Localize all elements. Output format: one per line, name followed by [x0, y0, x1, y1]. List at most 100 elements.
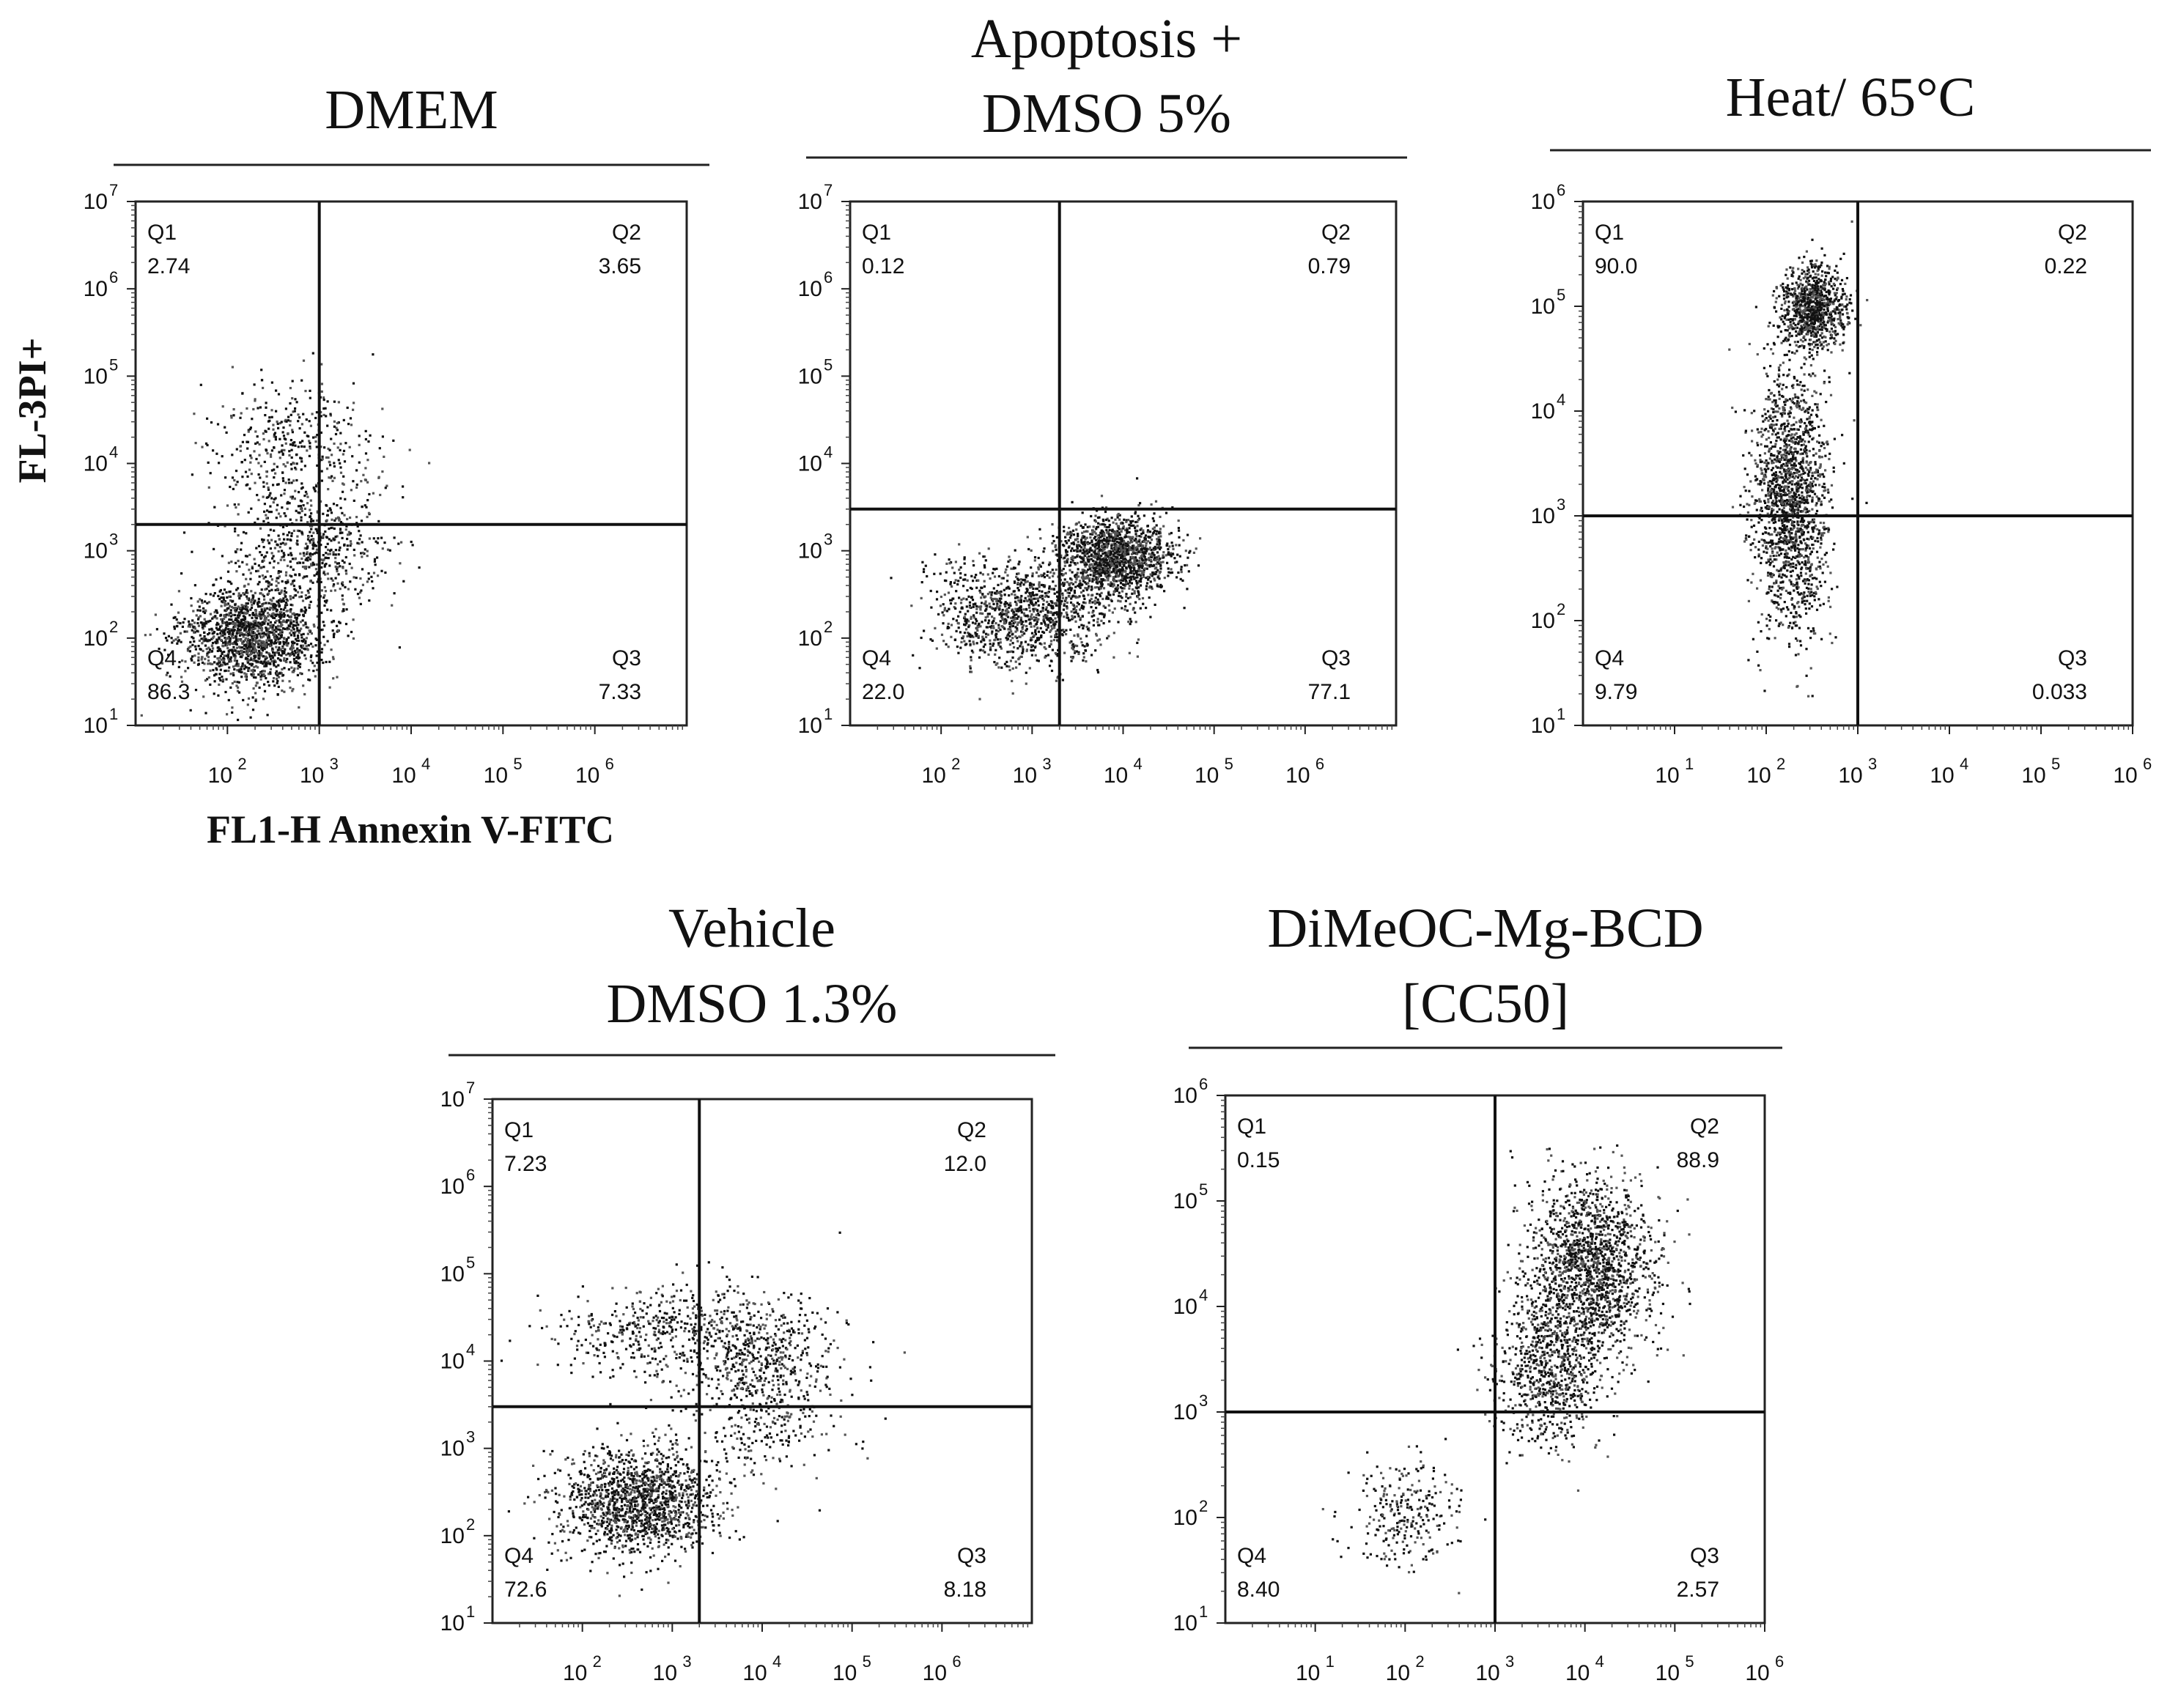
data-point: [330, 589, 333, 592]
data-point: [1133, 558, 1136, 561]
data-point: [363, 552, 366, 555]
data-point: [259, 551, 262, 554]
data-point: [297, 665, 300, 668]
data-point: [300, 516, 303, 519]
data-point: [341, 594, 344, 597]
data-point: [1109, 566, 1112, 569]
data-point: [1011, 642, 1014, 645]
data-point: [1086, 643, 1089, 646]
data-point: [1124, 544, 1127, 547]
data-point: [339, 466, 342, 469]
data-point: [977, 635, 980, 637]
data-point: [315, 668, 319, 671]
data-point: [1149, 573, 1152, 576]
data-point: [286, 626, 289, 629]
data-point: [1007, 603, 1010, 606]
data-point: [267, 627, 270, 630]
data-point: [246, 651, 249, 654]
data-point: [315, 638, 318, 641]
data-point: [278, 612, 282, 615]
data-point: [259, 632, 262, 635]
data-point: [1090, 606, 1093, 609]
data-point: [1053, 624, 1056, 627]
data-point: [1126, 609, 1129, 612]
data-point: [1008, 625, 1011, 628]
data-point: [293, 667, 296, 670]
data-point: [954, 607, 957, 610]
data-point: [1041, 597, 1044, 600]
data-point: [241, 618, 244, 621]
data-point: [246, 475, 249, 478]
data-point: [233, 503, 236, 506]
data-point: [236, 640, 239, 643]
data-point: [308, 454, 311, 457]
data-point: [224, 670, 226, 673]
data-point: [239, 613, 242, 615]
data-point: [418, 566, 421, 569]
data-point: [277, 512, 281, 515]
data-point: [235, 561, 237, 564]
data-point: [320, 479, 323, 482]
data-point: [1099, 523, 1101, 526]
data-point: [265, 430, 267, 433]
data-point: [257, 643, 260, 646]
data-point: [1083, 561, 1086, 564]
data-point: [1103, 537, 1106, 540]
data-point: [1137, 550, 1140, 553]
data-point: [272, 680, 275, 683]
data-point: [297, 649, 300, 652]
data-point: [226, 713, 229, 716]
data-point: [1143, 536, 1146, 539]
data-point: [1081, 644, 1084, 647]
data-point: [289, 387, 292, 390]
data-point: [307, 644, 310, 647]
data-point: [1034, 629, 1037, 632]
data-point: [280, 591, 283, 594]
data-point: [297, 657, 300, 660]
data-point: [267, 660, 270, 663]
data-point: [235, 609, 238, 612]
data-point: [305, 542, 308, 545]
data-point: [311, 662, 314, 665]
data-point: [269, 453, 273, 456]
data-point: [305, 626, 308, 629]
data-point: [251, 709, 255, 711]
data-point: [1046, 600, 1049, 604]
data-point: [1112, 560, 1115, 563]
data-point: [1077, 584, 1080, 588]
data-point: [310, 517, 313, 520]
data-point: [298, 585, 301, 588]
data-point: [264, 615, 267, 618]
data-point: [314, 440, 317, 443]
data-point: [337, 562, 340, 565]
data-point: [257, 646, 260, 648]
data-point: [327, 548, 330, 551]
data-point: [1098, 588, 1101, 591]
data-point: [1156, 551, 1159, 554]
data-point: [964, 613, 967, 615]
data-point: [276, 483, 279, 486]
data-point: [1132, 550, 1135, 552]
data-point: [1021, 634, 1024, 637]
data-point: [1168, 533, 1171, 536]
data-point: [270, 588, 273, 591]
data-point: [1095, 572, 1098, 574]
data-point: [295, 462, 298, 465]
data-point: [1187, 570, 1190, 573]
data-point: [1116, 553, 1119, 556]
data-point: [191, 635, 193, 639]
data-point: [1147, 578, 1150, 581]
data-point: [1130, 582, 1133, 585]
data-point: [233, 613, 236, 616]
data-point: [1012, 622, 1015, 625]
data-point: [1066, 561, 1069, 564]
data-point: [1066, 559, 1069, 562]
data-point: [292, 579, 295, 582]
data-point: [1048, 645, 1051, 648]
data-point: [270, 415, 273, 418]
data-point: [309, 558, 311, 561]
data-point: [200, 621, 203, 624]
data-point: [920, 636, 923, 640]
data-point: [1153, 558, 1156, 561]
data-point: [1070, 556, 1073, 560]
